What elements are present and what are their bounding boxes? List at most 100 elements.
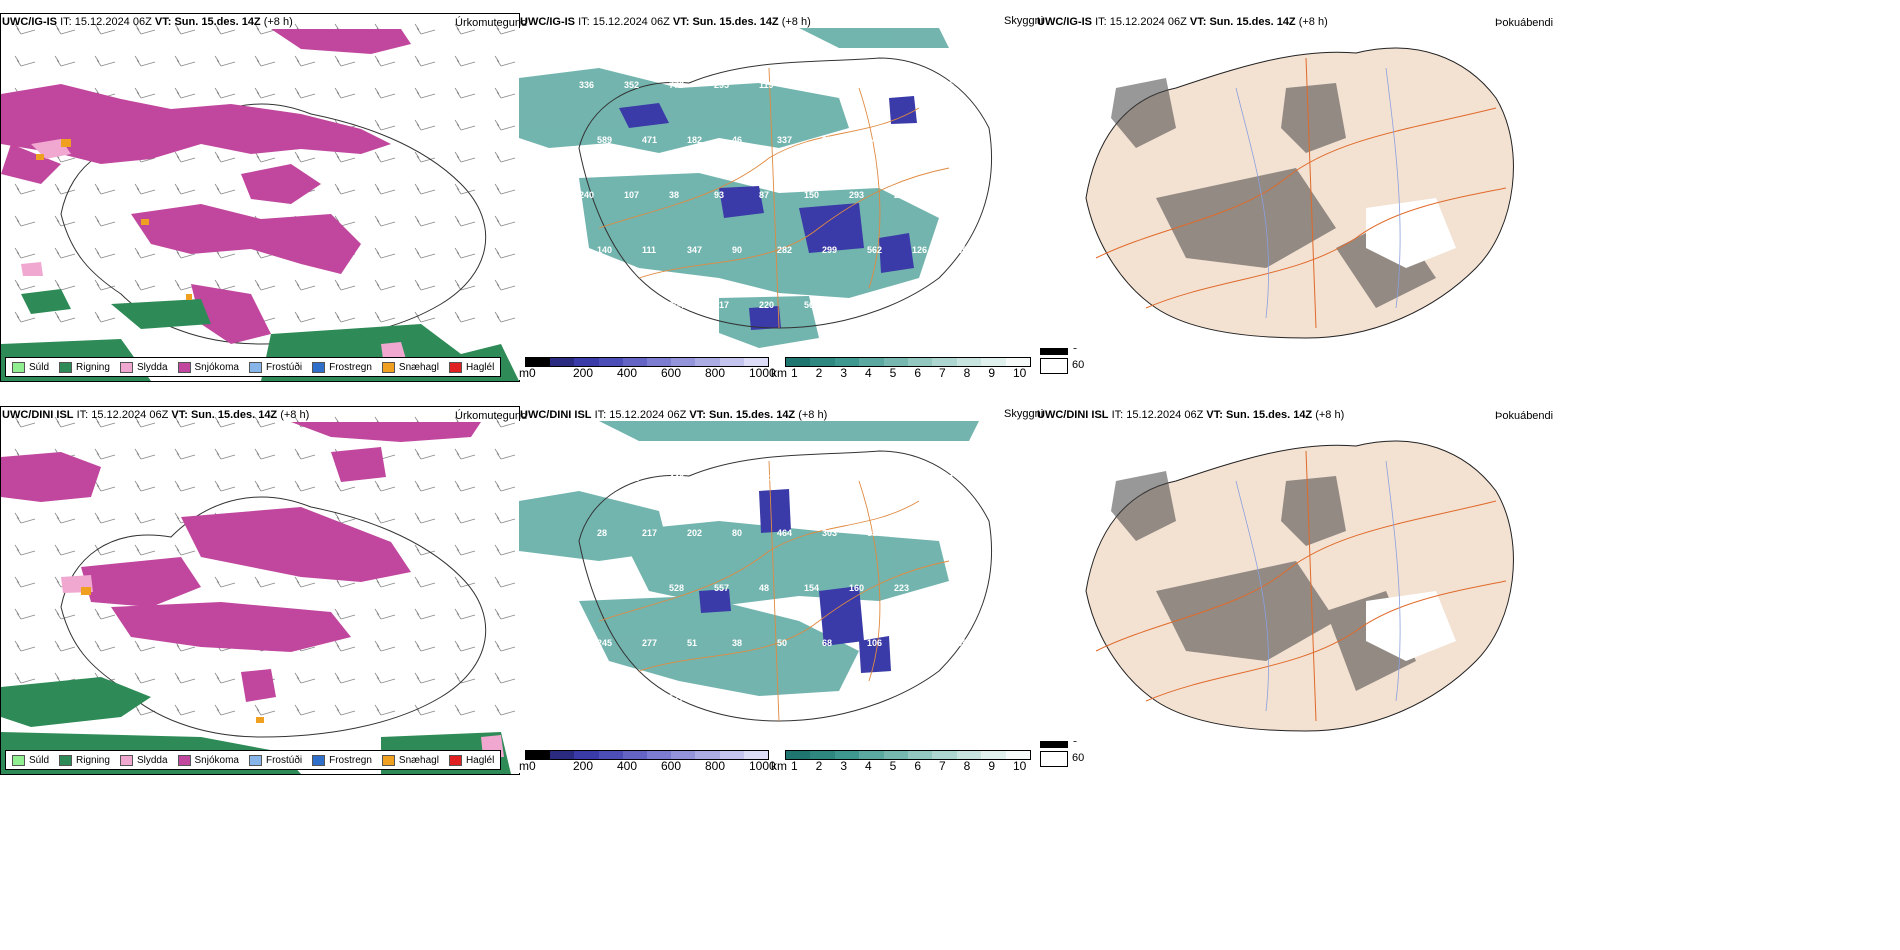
wind-barb — [374, 311, 396, 323]
cloud-height-label: 76 — [939, 190, 949, 200]
wind-barb — [374, 640, 396, 652]
colorbar-segment — [526, 751, 551, 759]
wind-barb — [14, 23, 36, 35]
wind-barb — [134, 55, 156, 67]
colorbar-segment — [1005, 358, 1031, 366]
wind-barb — [494, 279, 516, 291]
colorbar-tick-km: 8 — [963, 366, 971, 380]
wind-barb — [174, 704, 196, 716]
cloud-height-label: 153 — [759, 473, 774, 483]
cloud-height-label: 368 — [957, 135, 972, 145]
precip-panel-row1: Súld Rigning Slydda Snjókoma Frostúði Frostre… — [0, 13, 520, 382]
wind-barb — [294, 672, 316, 684]
wind-barb — [214, 183, 236, 195]
cloud-height-label: 217 — [714, 300, 729, 310]
snow-areas — [1, 29, 411, 344]
wind-barb — [174, 544, 196, 556]
wind-barb — [494, 512, 516, 524]
colorbar-tick-km: 8 — [963, 759, 971, 773]
colorbar-km-strip — [785, 750, 1031, 760]
colorbar-tick-km: 7 — [939, 366, 946, 380]
wind-barb — [494, 544, 516, 556]
wind-barb — [174, 183, 196, 195]
wind-barb — [94, 480, 116, 492]
wind-barb — [454, 512, 476, 524]
wind-barb — [174, 87, 196, 99]
vt-label: VT: — [1189, 16, 1207, 28]
cloud-height-label: 562 — [867, 245, 882, 255]
legend-item: Snæhagl — [381, 361, 439, 373]
legend-swatch — [448, 754, 462, 766]
colorbar-tick-m: 800 — [705, 759, 726, 773]
wind-barb — [214, 55, 236, 67]
vt-label: VT: — [171, 409, 188, 421]
wind-barb — [94, 247, 116, 259]
snow-areas — [1, 422, 481, 702]
legend-label: Haglél — [465, 361, 495, 373]
legend-item: Snæhagl — [381, 754, 439, 766]
rivers — [1235, 460, 1401, 712]
colorbar-tick-km: 2 — [815, 759, 823, 773]
wind-barb — [294, 576, 316, 588]
wind-barb — [214, 416, 236, 428]
wind-barb — [254, 448, 276, 460]
cloud-height-label: 352 — [624, 80, 639, 90]
precip-map-row1 — [1, 23, 519, 381]
snow-pellet-areas — [36, 139, 192, 300]
it-label: IT: — [60, 16, 72, 28]
wind-barb — [254, 416, 276, 428]
wind-barb — [94, 55, 116, 67]
wind-barb — [134, 247, 156, 259]
wind-barb — [54, 640, 76, 652]
cloud-height-label: 557 — [714, 583, 729, 593]
wind-barb — [294, 448, 316, 460]
wind-barb — [134, 672, 156, 684]
precip-type-legend-row2: Súld Rigning Slydda Snjókoma Frostúði Frostre… — [5, 750, 502, 770]
wind-barb — [334, 480, 356, 492]
wind-barb — [14, 183, 36, 195]
it-value: 15.12.2024 06Z — [1109, 16, 1187, 28]
wind-barb — [454, 55, 476, 67]
cloud-low-areas — [699, 489, 891, 673]
colorbar-segment — [956, 751, 982, 759]
wind-barb — [254, 55, 276, 67]
cloud-height-label: 80 — [732, 528, 742, 538]
cloud-low-areas — [619, 96, 917, 330]
legend-item: Frostregn — [312, 361, 372, 373]
wind-barb — [414, 23, 436, 35]
legend-swatch — [59, 754, 73, 766]
cloud-height-label: 372 — [822, 135, 837, 145]
cloud-height-label: 178 — [714, 693, 729, 703]
wind-barb — [414, 247, 436, 259]
colorbar-tick-km: 3 — [840, 366, 848, 380]
cloud-height-label: 220 — [957, 528, 972, 538]
cloud-height-label: 293 — [849, 190, 864, 200]
model-name: UWC/IG-IS — [520, 16, 575, 28]
legend-item: Snjókoma — [177, 754, 239, 766]
colorbar-tick-km: 1 — [791, 759, 798, 773]
wind-barb — [134, 23, 156, 35]
colorbar-segment — [981, 751, 1006, 759]
legend-swatch — [381, 361, 395, 373]
it-label: IT: — [1111, 409, 1124, 421]
wind-barb — [454, 640, 476, 652]
wind-barb — [134, 512, 156, 524]
legend-item: Frostregn — [312, 754, 372, 766]
glacier-white — [1366, 591, 1456, 661]
wind-barb — [414, 183, 436, 195]
it-value: 15.12.2024 06Z — [91, 409, 169, 421]
wind-barb — [54, 55, 76, 67]
cloud-height-label: 528 — [669, 583, 684, 593]
wind-barb — [414, 55, 436, 67]
cloud-height-label: 17 — [939, 583, 949, 593]
cloud-colorbar-row1: m km 0 200 400 600 800 1000 1 2 3 4 5 6 7 8 9 10 — [519, 357, 1039, 380]
cloud-height-label: 51 — [687, 638, 697, 648]
cloud-height-label: 464 — [777, 528, 792, 538]
wind-barb — [254, 151, 276, 163]
colorbar-tick-km: 10 — [1013, 759, 1027, 773]
fog-value-60: 60 — [1072, 752, 1085, 764]
cloud-height-label: 449 — [867, 135, 882, 145]
wind-barb — [494, 672, 516, 684]
legend-label: Rigning — [76, 361, 110, 373]
it-value: 15.12.2024 06Z — [74, 16, 152, 28]
